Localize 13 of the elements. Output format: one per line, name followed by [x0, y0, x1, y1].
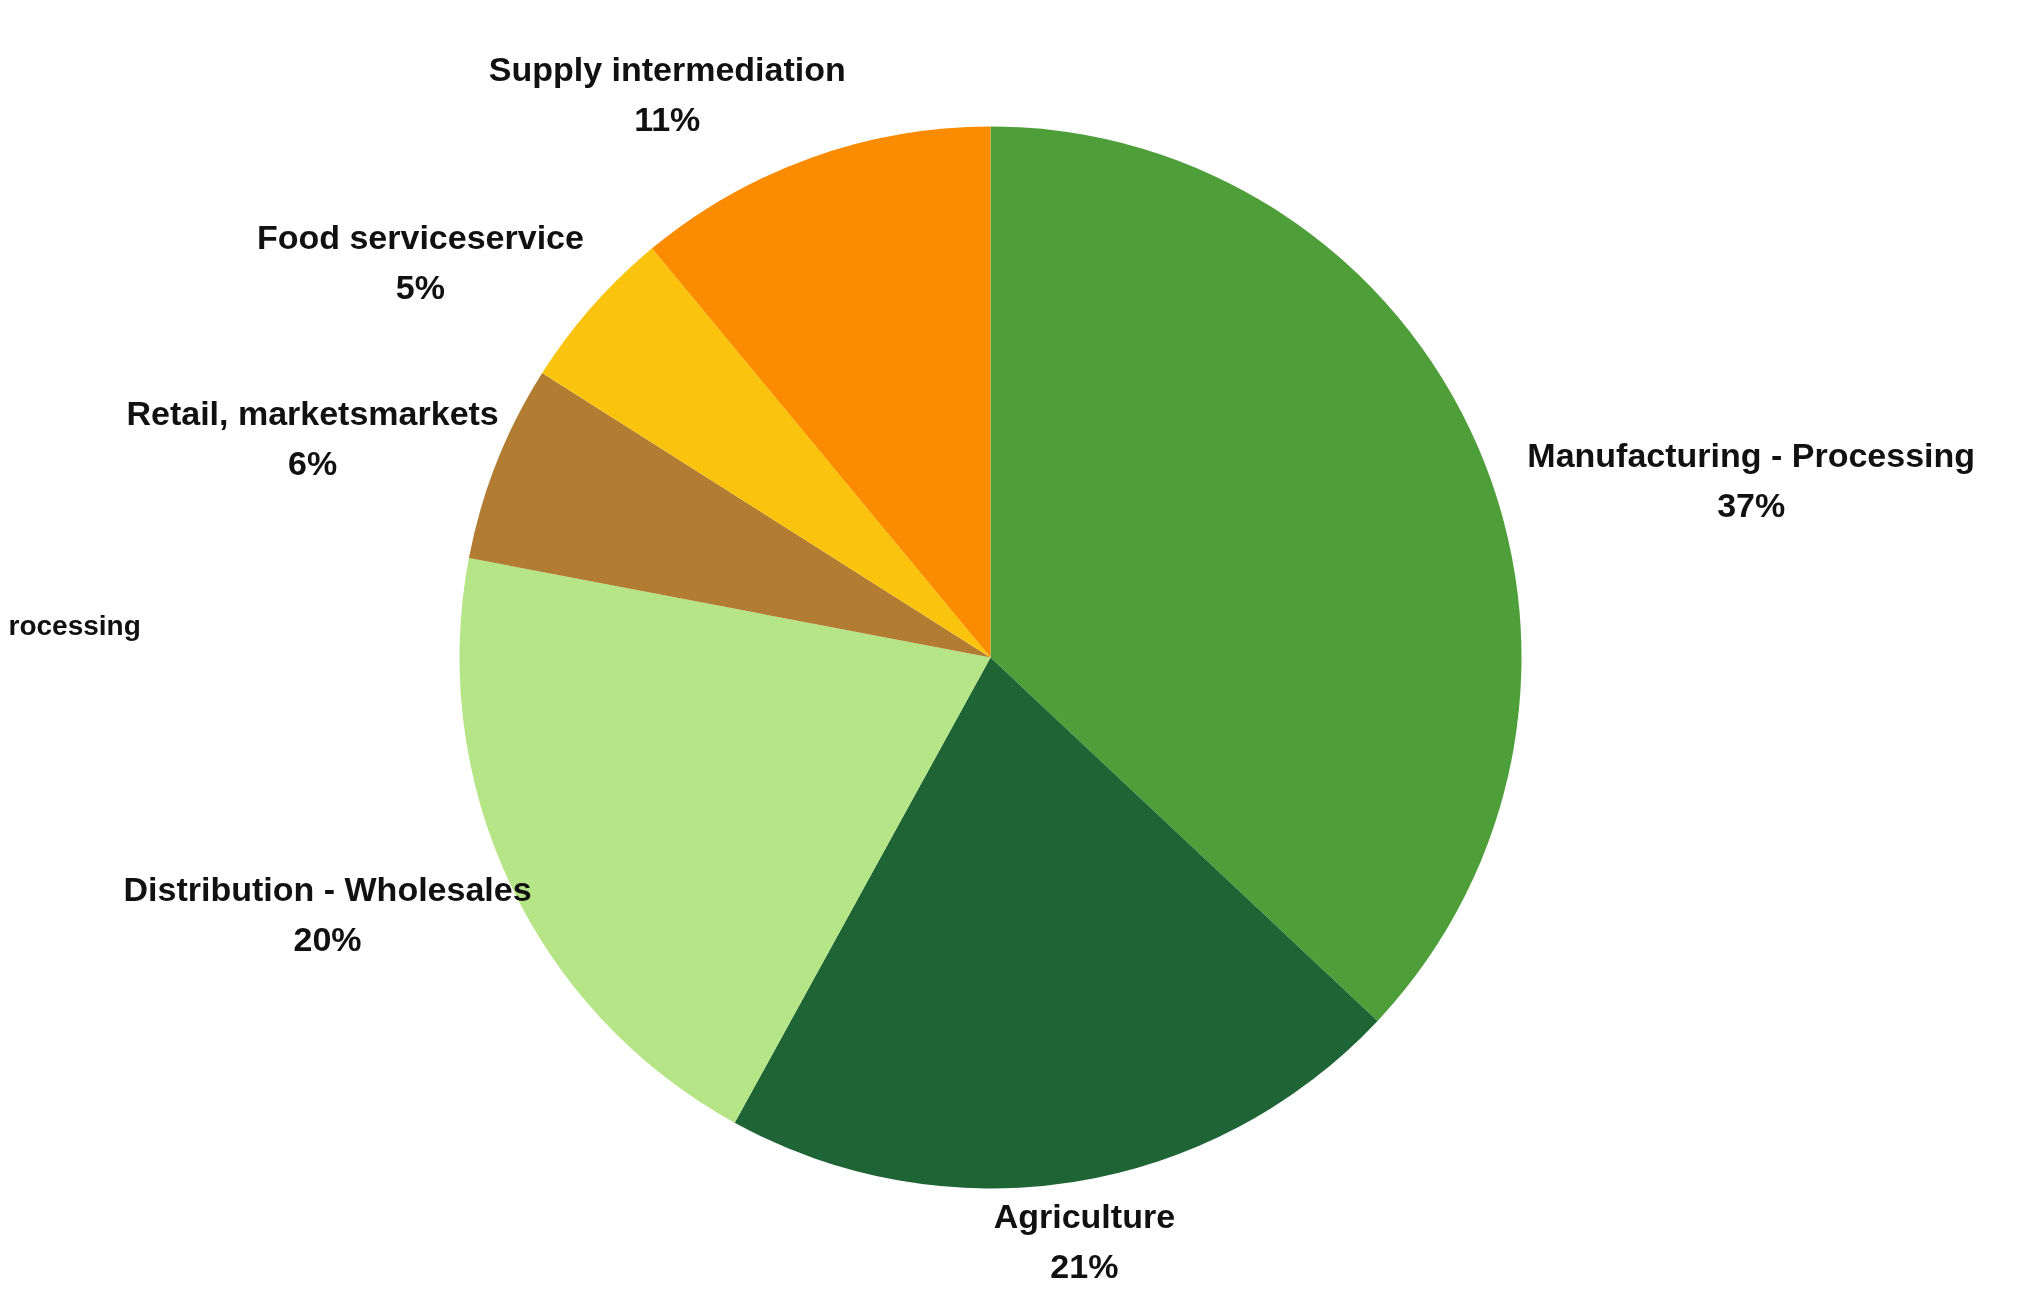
text: rocessing: [8, 610, 141, 641]
slice-label: Retail, marketsmarkets: [126, 393, 499, 432]
slice-label: Distribution - Wholesales: [123, 869, 532, 908]
data-label: 11%: [634, 99, 701, 138]
slice-label: Agriculture: [993, 1197, 1176, 1236]
data-label: 37%: [1717, 486, 1786, 525]
slice-label: Food serviceservice: [256, 217, 584, 256]
data-label: 20%: [293, 919, 362, 958]
slice-label: Manufacturing - Processing: [1527, 436, 1976, 475]
data-label: 5%: [395, 267, 445, 306]
data-label: 21%: [1050, 1247, 1119, 1286]
data-label: 6%: [288, 443, 338, 482]
slice-label: Supply intermediation: [488, 49, 846, 88]
